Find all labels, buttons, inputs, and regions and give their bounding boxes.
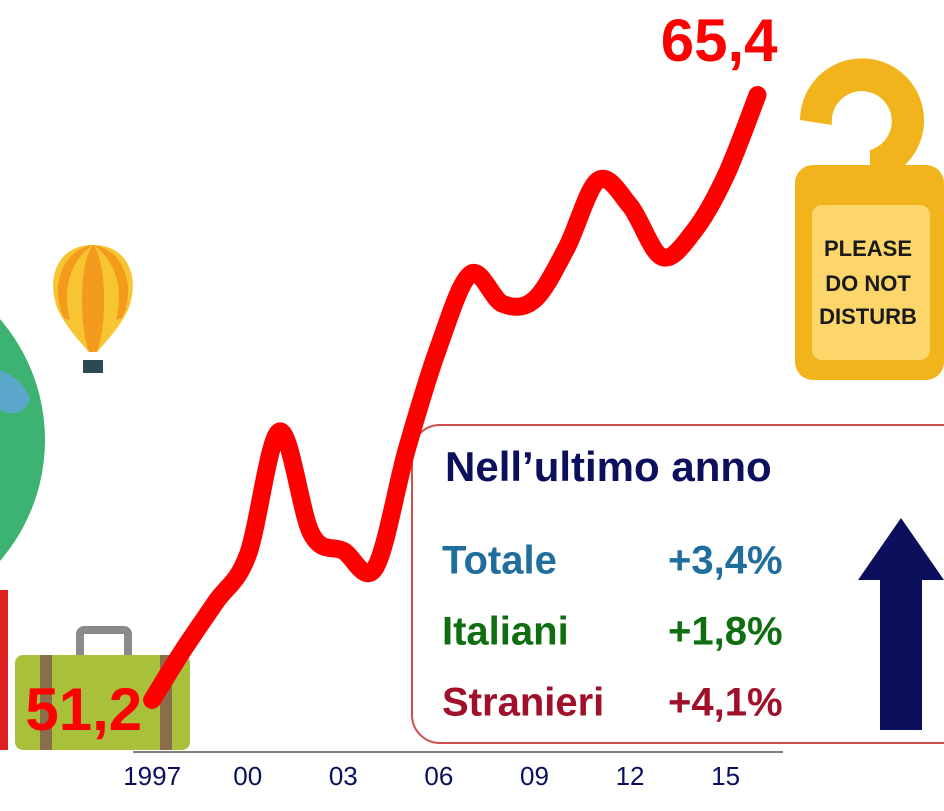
sign-text: DISTURB [819, 304, 917, 329]
box-row-label: Italiani [442, 610, 569, 654]
x-tick-label: 09 [520, 761, 549, 791]
x-tick-label: 00 [233, 761, 262, 791]
up-arrow [858, 518, 944, 730]
line [143, 86, 767, 709]
box-row-label: Stranieri [442, 681, 604, 725]
value-label: 51,2 [25, 676, 142, 743]
sign-text: PLEASE [824, 236, 912, 261]
x-tick-label: 12 [616, 761, 645, 791]
box-row-label: Totale [442, 539, 557, 583]
door-hanger [795, 58, 944, 380]
x-tick-label: 15 [711, 761, 740, 791]
box-title: Nell’ultimo anno [445, 443, 772, 490]
box-row-change: +3,4% [668, 539, 783, 583]
x-tick-label: 03 [329, 761, 358, 791]
sign-text: DO NOT [825, 271, 911, 296]
x-tick-label: 06 [424, 761, 453, 791]
box-row-change: +4,1% [668, 681, 783, 725]
info-box [411, 424, 944, 744]
balloon [53, 245, 133, 373]
x-tick-label: 1997 [123, 761, 181, 791]
value-label: 65,4 [661, 7, 778, 74]
box-row-change: +1,8% [668, 610, 783, 654]
globe [0, 319, 45, 750]
